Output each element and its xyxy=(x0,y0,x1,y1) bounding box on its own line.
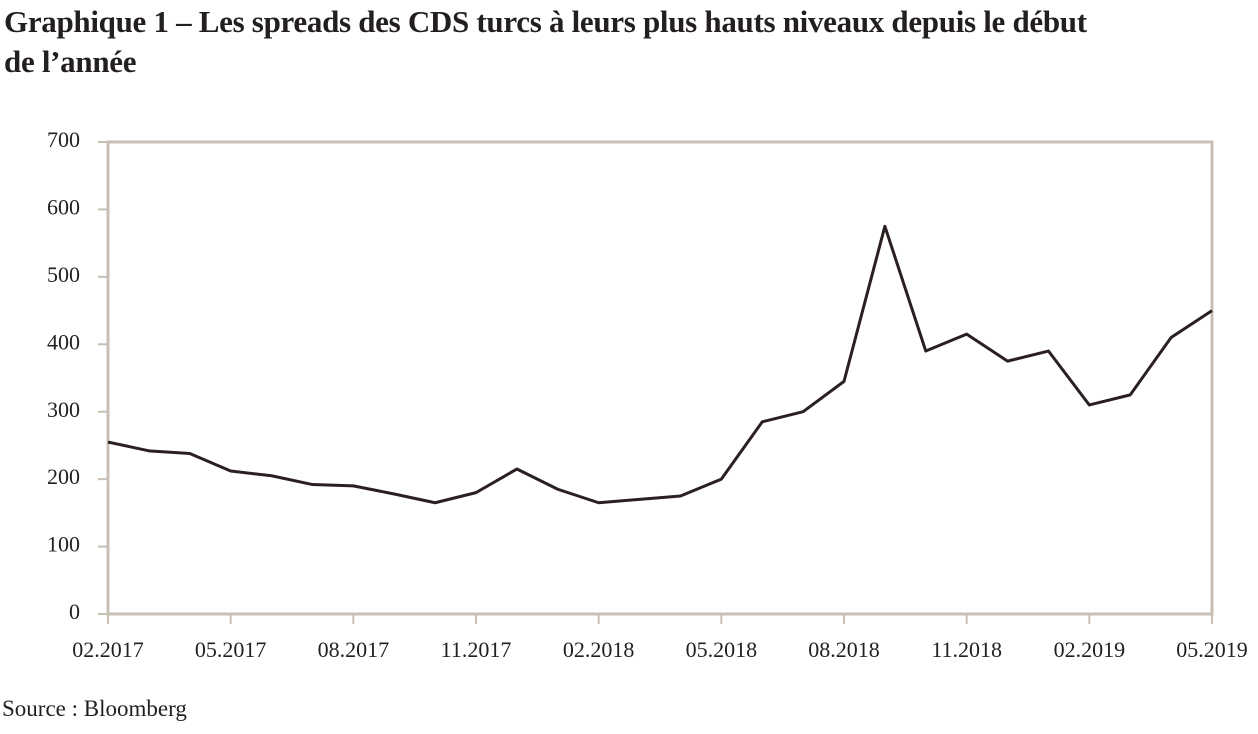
x-tick-label: 02.2018 xyxy=(563,637,635,662)
y-tick-label: 100 xyxy=(47,532,80,557)
x-tick-label: 02.2017 xyxy=(72,637,144,662)
y-tick-label: 0 xyxy=(69,599,80,624)
source: Source : Bloomberg xyxy=(2,696,187,721)
y-tick-label: 300 xyxy=(47,397,80,422)
chart: 0 100 200 300 400 500 600 700 02.2017 05.2017 08.2… xyxy=(47,127,1248,662)
x-tick-label: 08.2018 xyxy=(808,637,880,662)
chart-title: Graphique 1 – Les spreads des CDS turcs … xyxy=(4,4,1087,79)
x-tick-label: 02.2019 xyxy=(1054,637,1126,662)
y-tick-label: 400 xyxy=(47,329,80,354)
y-tick-label: 200 xyxy=(47,464,80,489)
y-tick-label: 700 xyxy=(47,127,80,152)
x-tick-label: 11.2018 xyxy=(931,637,1002,662)
y-tick-label: 600 xyxy=(47,194,80,219)
x-tick-label: 08.2017 xyxy=(318,637,390,662)
series-line xyxy=(107,224,1213,505)
y-tick-label: 500 xyxy=(47,262,80,287)
x-tick-label: 05.2017 xyxy=(195,637,267,662)
plot-frame xyxy=(106,140,1214,616)
x-tick-label: 11.2017 xyxy=(441,637,512,662)
x-tick-label: 05.2018 xyxy=(686,637,758,662)
x-tick-label: 05.2019 xyxy=(1176,637,1248,662)
